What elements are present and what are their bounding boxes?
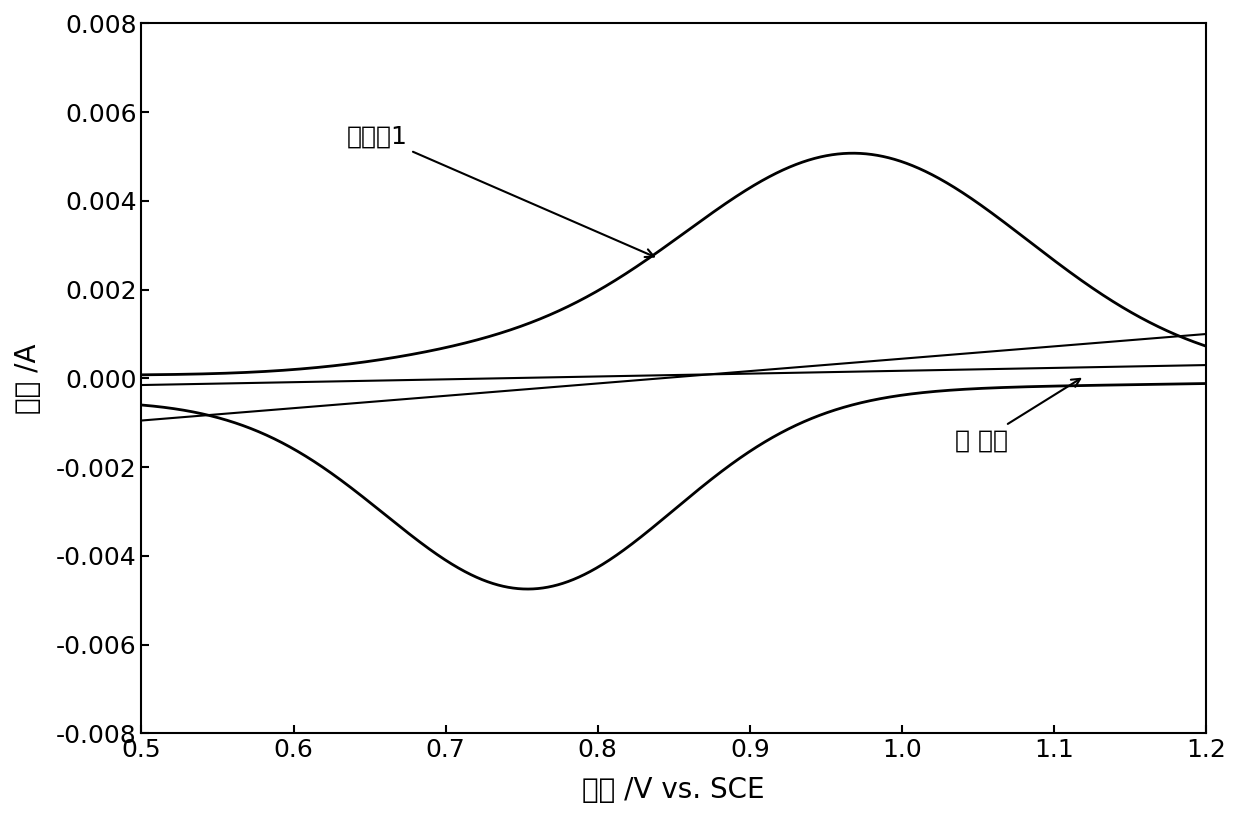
Text: 实施兹1: 实施兹1 — [347, 124, 653, 257]
Text: 比 较例: 比 较例 — [955, 379, 1080, 452]
X-axis label: 电压 /V vs. SCE: 电压 /V vs. SCE — [583, 776, 765, 804]
Y-axis label: 电流 /A: 电流 /A — [14, 343, 42, 414]
